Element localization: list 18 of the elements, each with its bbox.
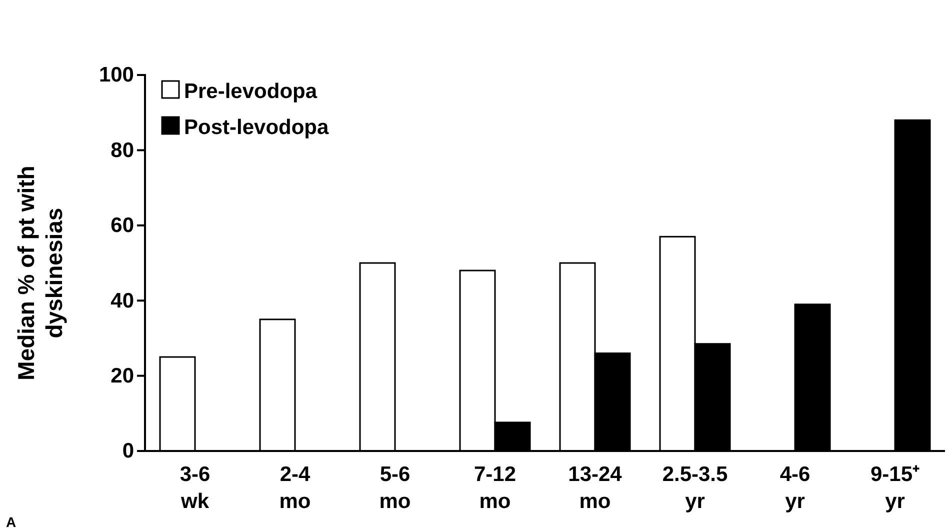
text: A [6, 514, 16, 530]
y-tick-label: 40 [110, 289, 134, 312]
y-tick-label: 80 [110, 138, 134, 162]
x-tick-label: 7-12 mo [474, 463, 516, 513]
x-tick-label: 13-24 mo [568, 463, 622, 513]
y-tick-label: 60 [110, 214, 134, 238]
x-tick-label: 2-4 mo [279, 463, 311, 513]
legend-label: Pre-levodopa [184, 80, 318, 103]
y-axis-title: Median % of pt with dyskinesias [13, 166, 67, 380]
x-tick-label: 4-6 yr [780, 463, 810, 513]
x-tick-label: 2.5-3.5 yr [662, 463, 728, 513]
x-tick-label: 5-6 mo [379, 463, 411, 513]
x-tick-label: 3-6 wk [180, 463, 210, 513]
x-tick-label: 9-15⁺ yr [870, 463, 920, 513]
y-tick-label: 20 [110, 364, 134, 388]
y-tick-label: 0 [122, 440, 134, 463]
legend-label: Post-levodopa [184, 116, 330, 139]
y-tick-label: 100 [98, 64, 134, 87]
